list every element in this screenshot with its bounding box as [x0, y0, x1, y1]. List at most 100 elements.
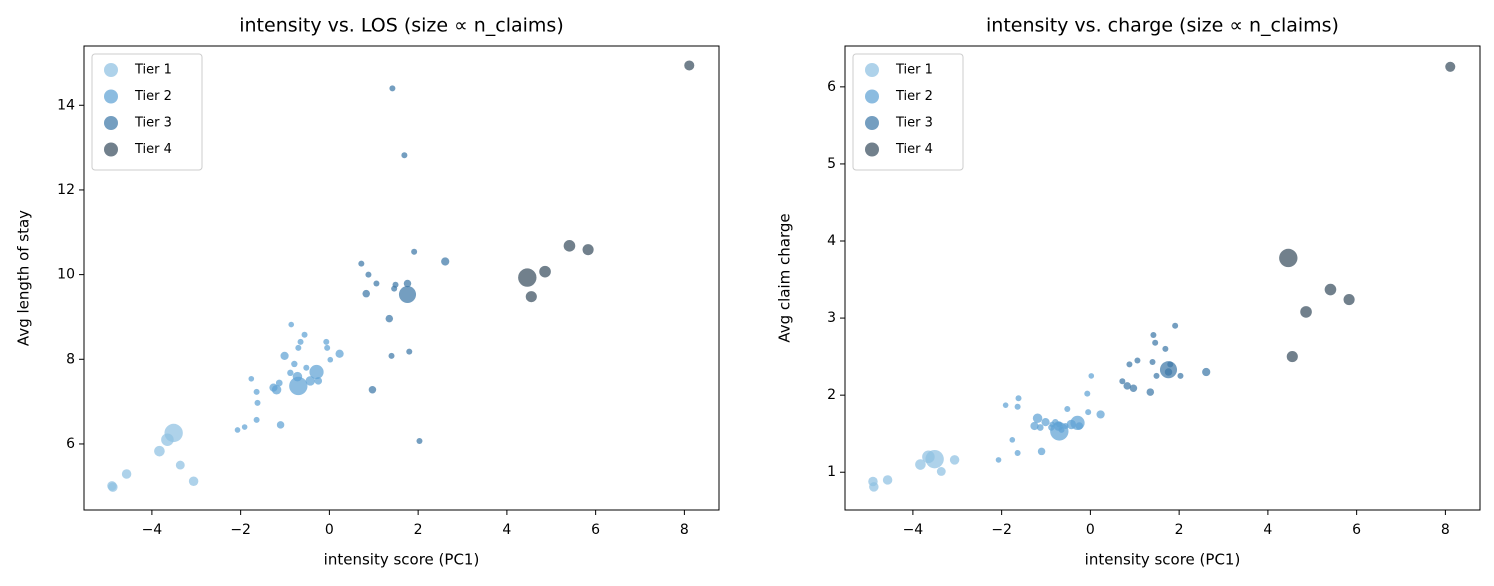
point — [324, 344, 331, 351]
point — [1152, 339, 1159, 346]
y-tick-label: 5 — [827, 156, 836, 172]
point — [276, 421, 285, 429]
point — [303, 364, 310, 371]
legend-marker — [104, 142, 118, 157]
legend-label: Tier 3 — [134, 116, 172, 131]
point — [323, 338, 330, 345]
point — [362, 289, 370, 298]
point — [1014, 403, 1021, 410]
legend-marker — [104, 63, 118, 77]
point — [1153, 372, 1160, 379]
x-tick-label: −2 — [991, 522, 1012, 538]
x-axis-label: intensity score (PC1) — [324, 551, 480, 569]
point — [1172, 322, 1179, 329]
y-tick-label: 1 — [827, 464, 836, 480]
point — [1300, 306, 1312, 318]
point — [365, 271, 372, 278]
point — [1084, 390, 1091, 397]
point — [289, 376, 308, 396]
legend-label: Tier 3 — [895, 116, 933, 131]
point — [254, 399, 261, 406]
point — [314, 377, 323, 385]
point — [518, 268, 537, 287]
point — [1037, 447, 1046, 456]
point — [297, 338, 304, 345]
point — [1015, 395, 1022, 402]
legend-frame — [91, 53, 203, 171]
point — [1279, 248, 1298, 268]
point — [1075, 422, 1084, 430]
y-axis-label: Avg claim charge — [776, 213, 794, 342]
point — [1002, 402, 1009, 408]
y-tick-label: 6 — [827, 79, 836, 95]
point — [1167, 361, 1174, 368]
legend-marker — [865, 142, 879, 157]
x-tick-label: 8 — [680, 522, 689, 538]
legend: Tier 1 Tier 2 Tier 3 Tier 4 — [91, 53, 203, 171]
point — [525, 291, 537, 303]
point — [398, 285, 417, 304]
point — [1088, 373, 1095, 379]
point — [275, 379, 283, 387]
point — [869, 482, 879, 492]
point — [388, 352, 395, 359]
axes-frame — [844, 45, 1481, 511]
x-tick-label: 8 — [1441, 522, 1450, 538]
x-tick-label: 4 — [1263, 522, 1272, 538]
point — [305, 376, 316, 386]
point — [1064, 406, 1071, 413]
point — [1009, 437, 1016, 443]
x-tick-label: 2 — [1175, 522, 1184, 538]
x-tick-label: −4 — [142, 522, 163, 538]
y-tick-label: 12 — [57, 182, 75, 198]
point — [1445, 61, 1456, 72]
point — [392, 281, 399, 288]
point — [1134, 357, 1141, 364]
legend-marker — [104, 116, 118, 130]
point — [411, 248, 418, 255]
point — [949, 455, 960, 465]
point — [1123, 382, 1131, 390]
point — [175, 460, 185, 470]
point — [1343, 294, 1355, 306]
point — [287, 369, 294, 377]
point — [253, 416, 260, 423]
point — [1032, 413, 1043, 424]
y-tick-label: 2 — [827, 387, 836, 403]
point — [335, 349, 344, 358]
point — [164, 423, 183, 443]
point — [416, 437, 423, 444]
x-tick-label: 2 — [414, 522, 423, 538]
point — [539, 265, 551, 278]
point — [1126, 361, 1133, 368]
x-tick-label: −4 — [903, 522, 924, 538]
y-axis-label: Avg length of stay — [15, 210, 33, 346]
point — [373, 280, 380, 287]
x-axis-label: intensity score (PC1) — [1085, 551, 1241, 569]
point — [288, 321, 295, 328]
point — [253, 388, 260, 395]
point — [271, 385, 282, 395]
point — [108, 482, 118, 492]
point — [441, 257, 450, 266]
y-tick-label: 14 — [57, 97, 75, 113]
y-tick-label: 4 — [827, 233, 836, 249]
point — [121, 469, 132, 479]
y-tick-label: 10 — [57, 267, 75, 283]
y-tick-label: 8 — [66, 351, 75, 367]
point — [291, 360, 298, 368]
legend-label: Tier 4 — [895, 142, 933, 157]
point — [1119, 378, 1126, 385]
point — [154, 445, 165, 457]
legend-frame — [852, 53, 964, 171]
legend-marker — [865, 63, 879, 77]
point — [358, 260, 365, 267]
point — [280, 351, 289, 361]
chart-title: intensity vs. LOS (size ∝ n_claims) — [239, 15, 564, 37]
point — [995, 457, 1002, 463]
x-tick-label: 0 — [325, 522, 334, 538]
point — [936, 467, 946, 476]
point — [1129, 384, 1138, 392]
point — [389, 85, 396, 92]
